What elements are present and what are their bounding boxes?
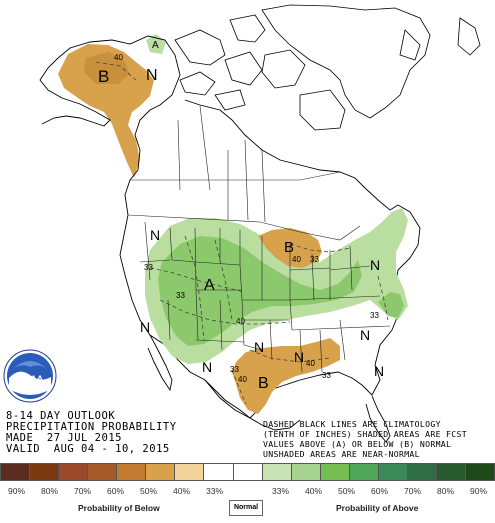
plains-40-label: 40 (236, 317, 245, 326)
outlook-valid-dates: VALID AUG 04 - 10, 2015 (6, 443, 170, 455)
alaska-above-label: A (152, 40, 159, 51)
southeast-normal2-label: N (360, 327, 370, 343)
baja-outline (147, 334, 173, 392)
legend-swatch-14 (406, 463, 436, 481)
gulf-33-label: 33 (322, 371, 331, 380)
outlook-subtitle: PRECIPITATION PROBABILITY (6, 421, 177, 433)
note-line-1: DASHED BLACK LINES ARE CLIMATOLOGY (263, 419, 441, 429)
legend-swatch-8 (232, 463, 262, 481)
probability-color-legend (0, 463, 495, 483)
legend-tick-9: 40% (304, 486, 322, 496)
plains-33b-label: 33 (176, 291, 185, 300)
noaa-logo: NOAA (3, 349, 57, 403)
central-normal-label: N (294, 349, 304, 365)
great-lakes-below-label: B (284, 239, 294, 256)
legend-tick-12: 70% (403, 486, 421, 496)
east-33-label: 33 (370, 311, 379, 320)
normal-caption: Normal (229, 500, 263, 516)
texas-below-label: B (258, 375, 269, 392)
legend-swatch-9 (261, 463, 291, 481)
legend-tick-5: 40% (172, 486, 190, 496)
alaska-below-label: B (98, 67, 109, 86)
alaska-normal-label: N (146, 67, 158, 84)
note-line-2: (TENTH OF INCHES) SHADED AREAS ARE FCST (263, 429, 467, 439)
legend-swatch-5 (145, 463, 175, 481)
alaska-below-area (58, 44, 154, 178)
canada-normal-label: N (150, 227, 160, 243)
note-line-4: UNSHADED AREAS ARE NEAR-NORMAL (263, 449, 420, 459)
legend-swatch-16 (465, 463, 495, 481)
east-above-area (378, 292, 404, 318)
legend-tick-10: 50% (337, 486, 355, 496)
mexico-south-outline (204, 379, 301, 431)
legend-tick-13: 80% (436, 486, 454, 496)
legend-swatch-6 (174, 463, 204, 481)
legend-tick-0: 90% (7, 486, 25, 496)
plains-33-label: 33 (144, 263, 153, 272)
greenland-outline (261, 4, 481, 119)
precipitation-outlook-map: B N A 40 N B 40 33 A 33 40 33 N 33 N B 3… (39, 4, 481, 443)
mexico-normal-label: N (202, 359, 212, 375)
outlook-made-date: MADE 27 JUL 2015 (6, 432, 122, 444)
note-line-3: VALUES ABOVE (A) OR BELOW (B) NORMAL (263, 439, 452, 449)
great-lakes-40-label: 40 (292, 255, 301, 264)
great-lakes-33-label: 33 (310, 255, 319, 264)
east-normal-label: N (370, 257, 380, 273)
legend-tick-3: 60% (106, 486, 124, 496)
legend-swatch-10 (290, 463, 320, 481)
legend-swatch-3 (87, 463, 117, 481)
legend-swatch-4 (116, 463, 146, 481)
state-and-province-borders (127, 105, 391, 373)
legend-swatch-12 (348, 463, 378, 481)
gulf-below-area (232, 338, 340, 414)
outlook-title: 8-14 DAY OUTLOOK (6, 410, 116, 422)
probability-above-caption: Probability of Above (336, 503, 419, 513)
canada-arctic-islands (174, 14, 346, 131)
legend-swatch-11 (319, 463, 349, 481)
probability-below-caption: Probability of Below (78, 503, 160, 513)
gulf-40-label: 40 (306, 359, 315, 368)
alaska-below-core (84, 52, 130, 84)
legend-tick-8: 33% (271, 486, 289, 496)
legend-swatch-15 (435, 463, 465, 481)
legend-tick-14: 90% (469, 486, 487, 496)
legend-swatch-13 (377, 463, 407, 481)
legend-swatch-1 (29, 463, 59, 481)
plains-above-mid (158, 236, 362, 346)
legend-swatch-0 (0, 463, 30, 481)
legend-tick-2: 70% (73, 486, 91, 496)
southeast-normal-label: N (374, 363, 384, 379)
west-normal-label: N (140, 319, 150, 335)
texas-33-label: 33 (230, 365, 239, 374)
southwest-normal-label: N (254, 339, 264, 355)
florida-outline (365, 395, 391, 443)
alaska-contour-label: 40 (114, 53, 123, 62)
legend-tick-11: 60% (370, 486, 388, 496)
noaa-logo-text: NOAA (17, 374, 44, 384)
legend-swatch-2 (58, 463, 88, 481)
plains-above-label: A (204, 277, 215, 294)
climatology-contours (95, 61, 389, 405)
legend-tick-7 (231, 486, 264, 496)
legend-tick-labels: 90% 80% 70% 60% 50% 40% 33% 33% 40% 50% 60% 70% 80% 9… (0, 486, 495, 496)
legend-tick-1: 80% (40, 486, 58, 496)
legend-swatch-7 (203, 463, 233, 481)
texas-40-label: 40 (238, 375, 247, 384)
legend-tick-4: 50% (139, 486, 157, 496)
legend-tick-6: 33% (205, 486, 223, 496)
